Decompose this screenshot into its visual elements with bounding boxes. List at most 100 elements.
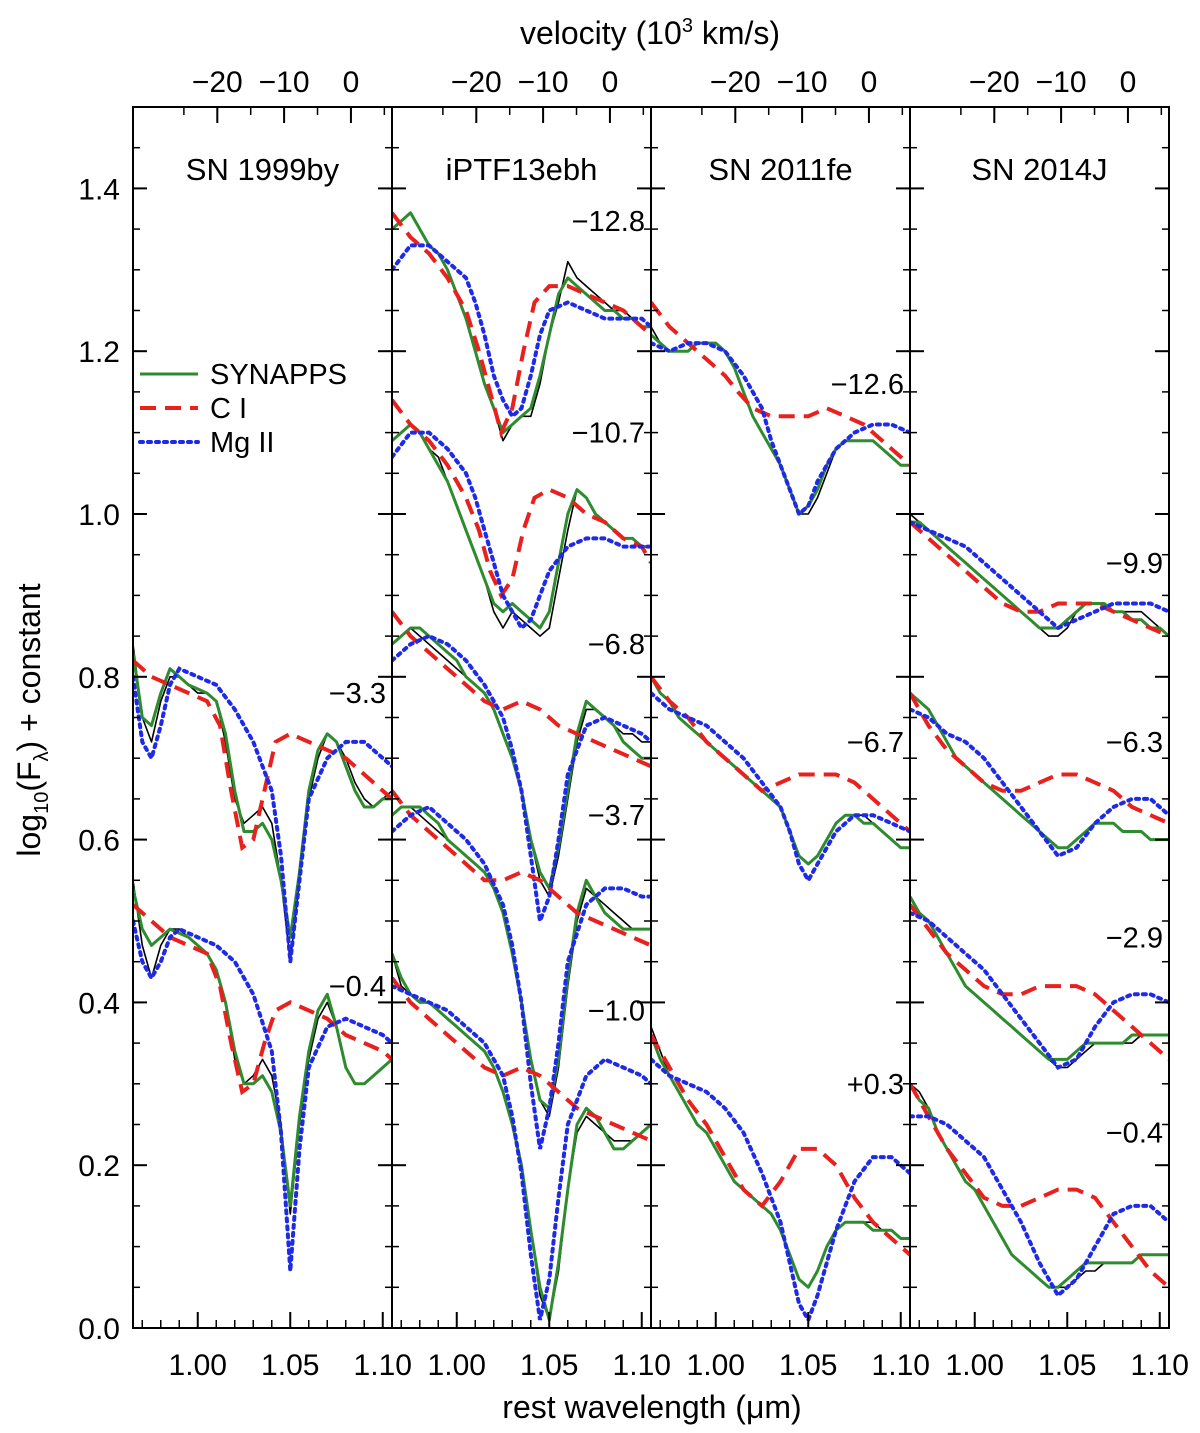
- epoch-label-panel2-5: −1.0: [588, 996, 645, 1028]
- x-tick-label-p2-1: 1.05: [520, 1349, 578, 1382]
- spectrum-ci-panel1-1: [133, 658, 392, 852]
- panel-frame-1: [132, 106, 393, 1329]
- spectrum-observed-panel3-1: [651, 326, 910, 515]
- top-tick-label-p1-2: 0: [343, 66, 360, 99]
- x-axis-title: rest wavelength (μm): [502, 1389, 801, 1425]
- spectrum-mgii-panel3-2: [651, 691, 910, 885]
- epoch-label-panel4-4: −0.4: [1106, 1118, 1163, 1150]
- spectrum-ci-panel1-2: [133, 903, 392, 1096]
- spectrum-synapps-panel2-2: [392, 423, 651, 630]
- top-tick-label-p4-2: 0: [1120, 66, 1137, 99]
- spectrum-synapps-panel4-4: [910, 1083, 1169, 1289]
- top-axis-title: velocity (103 km/s): [520, 15, 780, 51]
- x-tick-label-p2-0: 1.00: [428, 1349, 486, 1382]
- spectrum-mgii-panel2-2: [392, 430, 651, 632]
- y-tick-label-0: 0.0: [78, 1313, 120, 1346]
- panel-title-3: SN 2011fe: [708, 152, 852, 187]
- spectrum-ci-panel3-1: [651, 301, 910, 467]
- spectrum-ci-panel3-2: [651, 675, 910, 834]
- x-tick-label-p1-0: 1.00: [169, 1349, 227, 1382]
- spectrum-ci-panel2-3: [392, 610, 651, 769]
- spectrum-mgii-panel1-1: [133, 666, 392, 962]
- epoch-label-panel4-2: −6.3: [1106, 727, 1163, 759]
- x-axis-title-mu: μ: [746, 1389, 764, 1425]
- top-axis-title-pre: velocity (10: [520, 15, 682, 51]
- spectrum-mgii-panel4-4: [910, 1114, 1169, 1299]
- top-tick-label-p4-0: −20: [969, 66, 1020, 99]
- panel-2: −12.8 −10.7 −6.8 −3.7 −1.0 iPTF13ebh 1.00 1.05 1…: [391, 66, 671, 1382]
- legend-label-3: Mg II: [210, 427, 274, 459]
- spectrum-ci-panel4-2: [910, 692, 1169, 826]
- x-tick-label-p1-2: 1.10: [354, 1349, 412, 1382]
- legend-label-1: SYNAPPS: [210, 359, 347, 391]
- x-tick-label-p4-1: 1.05: [1038, 1349, 1096, 1382]
- epoch-label-panel4-1: −9.9: [1106, 548, 1163, 580]
- x-axis-title-pre: rest wavelength (: [502, 1389, 746, 1425]
- epoch-label-panel1-1: −3.3: [329, 678, 386, 710]
- y-axis-title-sub10: 10: [31, 792, 53, 814]
- spectrum-observed-panel4-2: [910, 692, 1169, 849]
- x-tick-label-p3-2: 1.10: [872, 1349, 930, 1382]
- panel-3: −12.6 −6.7 +0.3 SN 2011fe 1.00 1.05 1.10 −20 −10…: [650, 66, 930, 1382]
- panel-4: −9.9 −6.3 −2.9 −0.4 SN 2014J 1.00 1.05 1.10 −20−…: [909, 66, 1189, 1382]
- spectrum-ci-panel3-3: [651, 1034, 910, 1257]
- y-tick-label-2: 0.4: [78, 987, 120, 1020]
- epoch-label-panel3-2: −6.7: [847, 727, 904, 759]
- panel-curves-3: [651, 301, 910, 1325]
- top-tick-label-p1-1: −10: [259, 66, 310, 99]
- spectrum-mgii-panel1-2: [133, 919, 392, 1272]
- top-tick-label-p1-0: −20: [192, 66, 243, 99]
- panel-title-4: SN 2014J: [971, 152, 1107, 187]
- spectrum-observed-panel2-3: [392, 627, 651, 898]
- y-tick-label-7: 1.4: [78, 173, 120, 206]
- y-axis-title-pre: log: [11, 814, 47, 857]
- epoch-label-panel1-2: −0.4: [329, 971, 386, 1003]
- epoch-label-panel2-1: −12.8: [572, 206, 645, 238]
- epoch-label-panel2-4: −3.7: [588, 800, 645, 832]
- top-tick-label-p4-1: −10: [1036, 66, 1087, 99]
- panel-title-1: SN 1999by: [186, 152, 340, 187]
- y-tick-label-4: 0.8: [78, 662, 120, 695]
- top-tick-label-p3-0: −20: [710, 66, 761, 99]
- spectrum-observed-panel4-4: [910, 1083, 1169, 1289]
- x-axis-title-post: m): [764, 1389, 801, 1425]
- top-tick-label-p2-2: 0: [602, 66, 619, 99]
- spectrum-ci-panel2-2: [392, 398, 651, 600]
- spectrum-ci-panel4-4: [910, 1082, 1169, 1289]
- x-tick-label-p1-1: 1.05: [261, 1349, 319, 1382]
- spectrum-mgii-panel2-3: [392, 633, 651, 922]
- spectrum-synapps-panel3-2: [651, 676, 910, 866]
- spectrum-mgii-panel3-3: [651, 1057, 910, 1325]
- y-tick-label-5: 1.0: [78, 499, 120, 532]
- top-tick-label-p3-2: 0: [861, 66, 878, 99]
- x-tick-label-p2-2: 1.10: [613, 1349, 671, 1382]
- spectrum-synapps-panel4-1: [910, 520, 1169, 638]
- y-tick-label-3: 0.6: [78, 825, 120, 858]
- spectrum-observed-panel3-2: [651, 676, 910, 865]
- spectrum-synapps-panel2-3: [392, 626, 651, 890]
- panel-curves-1: [133, 644, 392, 1272]
- y-axis-title: log10(Fλ) + constant: [11, 583, 53, 856]
- spectrum-ci-panel2-5: [392, 976, 651, 1143]
- x-tick-label-p3-1: 1.05: [779, 1349, 837, 1382]
- panel-title-2: iPTF13ebh: [446, 152, 598, 187]
- spectrum-mgii-panel2-5: [392, 984, 651, 1321]
- spectrum-observed-panel2-4: [392, 806, 651, 1118]
- y-axis-title-post: ) + constant: [11, 583, 47, 751]
- spectrum-ci-panel2-1: [392, 211, 651, 439]
- panel-1: −3.3 −0.4 SN 1999by 1.00 1.05 1.10 −20 −10 0: [132, 66, 412, 1382]
- top-tick-label-p2-1: −10: [518, 66, 569, 99]
- y-axis-title-mid: (F: [11, 761, 47, 791]
- top-tick-label-p3-1: −10: [777, 66, 828, 99]
- top-axis-title-sup: 3: [682, 15, 693, 37]
- y-axis-title-sublambda: λ: [31, 751, 53, 761]
- spectrum-mgii-panel4-1: [910, 520, 1169, 631]
- x-tick-label-p4-0: 1.00: [946, 1349, 1004, 1382]
- panel-curves-2: [392, 211, 651, 1322]
- top-axis-title-post: km/s): [693, 15, 780, 51]
- x-tick-label-p3-0: 1.00: [687, 1349, 745, 1382]
- spectrum-mgii-panel2-1: [392, 243, 651, 420]
- epoch-label-panel3-3: +0.3: [847, 1069, 904, 1101]
